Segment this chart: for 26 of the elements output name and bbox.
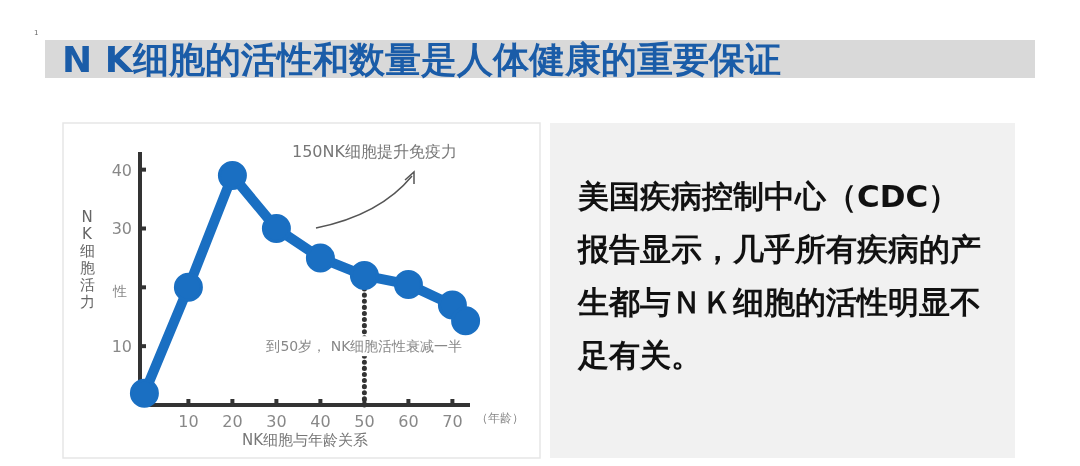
point (173, 272, 203, 302)
ref-line-label: 到50岁， NK细胞活性衰减一半 (266, 338, 463, 355)
point (451, 306, 481, 336)
point (261, 213, 291, 243)
point (217, 161, 247, 191)
chart-title: N K细胞的活性和数量是人体健康的重要保证 (62, 39, 781, 80)
x-tick-label: 10 (178, 412, 199, 431)
x-tick-label: 20 (222, 412, 243, 431)
x-tick-label: 40 (310, 412, 331, 431)
x-tick-label: 50 (354, 412, 375, 431)
annotation: 150NK细胞提升免疫力 (292, 142, 457, 161)
point (349, 261, 379, 291)
y-axis-title: NK细胞活力 (79, 208, 95, 311)
x-tick-label: 70 (442, 412, 463, 431)
text: （年龄） (476, 411, 524, 425)
y-tick-label: 40 (111, 160, 132, 180)
point (129, 378, 159, 408)
y-tick-label: 10 (111, 337, 132, 357)
text: 性 (112, 283, 127, 299)
x-tick-label: 60 (398, 412, 419, 431)
text: 美国疾病控制中心（CDC）报告显示，几乎所有疾病的产生都与ＮＫ细胞的活性明显不足有关。 (577, 178, 981, 373)
y-tick-label: 30 (111, 219, 132, 239)
x-axis-title: NK细胞与年龄关系 (241, 431, 369, 449)
point (393, 269, 423, 299)
x-tick-label: 30 (266, 412, 287, 431)
point (305, 243, 335, 273)
